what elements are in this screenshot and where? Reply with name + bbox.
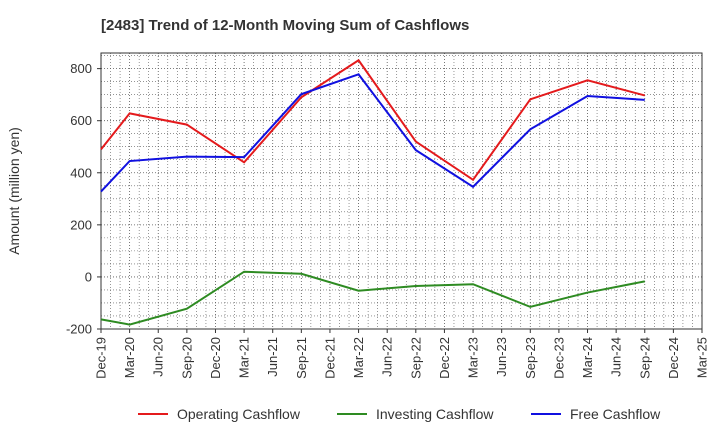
- x-tick-label: Dec-22: [437, 337, 452, 379]
- x-tick-label: Sep-23: [523, 337, 538, 379]
- x-tick-label: Sep-22: [408, 337, 423, 379]
- series-line-investing-cashflow: [100, 270, 645, 326]
- x-tick-label: Dec-23: [551, 337, 566, 379]
- y-tick-label: 600: [70, 113, 92, 128]
- x-tick-label: Mar-20: [122, 337, 137, 378]
- x-tick-label: Dec-20: [208, 337, 223, 379]
- x-tick-label: Jun-20: [151, 337, 166, 377]
- y-tick-label: 200: [70, 217, 92, 232]
- x-tick-label: Mar-22: [351, 337, 366, 378]
- x-tick-label: Jun-21: [265, 337, 280, 377]
- x-tick-label: Dec-24: [666, 337, 681, 379]
- x-tick-label: Mar-23: [466, 337, 481, 378]
- x-tick-label: Mar-24: [580, 337, 595, 378]
- y-tick-label: 400: [70, 165, 92, 180]
- x-tick-label: Mar-21: [237, 337, 252, 378]
- y-tick-label: 800: [70, 61, 92, 76]
- y-tick-label: 0: [85, 269, 92, 284]
- series-line-free-cashflow: [100, 73, 645, 193]
- legend-label: Operating Cashflow: [177, 406, 301, 422]
- legend-label: Investing Cashflow: [376, 406, 494, 422]
- y-axis-label: Amount (million yen): [6, 127, 22, 255]
- x-tick-label: Jun-22: [380, 337, 395, 377]
- legend: Operating Cashflow Investing Cashflow Free…: [138, 406, 661, 422]
- x-tick-label: Dec-21: [322, 337, 337, 379]
- x-tick-label: Dec-19: [94, 337, 109, 379]
- x-tick-label: Sep-21: [294, 337, 309, 379]
- series-line-operating-cashflow: [100, 58, 646, 182]
- chart-title: [2483] Trend of 12-Month Moving Sum of C…: [101, 17, 469, 34]
- x-tick-label: Jun-23: [494, 337, 509, 377]
- grid: [100, 53, 703, 330]
- x-tick-label: Sep-20: [179, 337, 194, 379]
- x-tick-label: Jun-24: [609, 337, 624, 377]
- y-tick-label: -200: [66, 322, 92, 337]
- legend-label: Free Cashflow: [570, 406, 661, 422]
- x-tick-label: Mar-25: [695, 337, 710, 378]
- x-tick-label: Sep-24: [637, 337, 652, 379]
